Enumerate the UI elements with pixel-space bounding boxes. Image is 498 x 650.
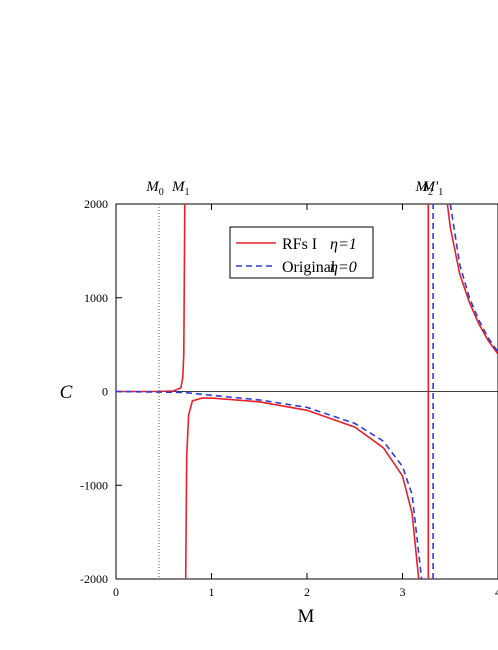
- x-tick-label: 0: [113, 585, 119, 599]
- annotation-label: M: [171, 179, 186, 195]
- legend-param: η=1: [330, 236, 357, 253]
- x-tick-label: 3: [400, 585, 406, 599]
- legend: [229, 226, 374, 279]
- legend-label: Original: [282, 259, 336, 276]
- annotation-sub: 0: [159, 187, 164, 198]
- y-tick-label: 0: [102, 385, 108, 399]
- legend-label: RFs I: [282, 236, 317, 253]
- y-axis-label: C: [60, 382, 73, 403]
- x-tick-label: 4: [495, 585, 498, 599]
- legend-param: η=0: [330, 259, 357, 276]
- annotation: M0: [145, 179, 164, 198]
- annotation-sub: 1: [185, 187, 190, 198]
- annotation: M′1: [421, 179, 443, 198]
- x-axis-label: M: [298, 606, 315, 627]
- annotation-label: M′: [421, 179, 438, 195]
- annotation: M2: [415, 179, 434, 198]
- y-tick-label: 2000: [84, 197, 108, 211]
- series-line: [116, 204, 498, 579]
- y-tick-label: -2000: [80, 572, 108, 586]
- annotation-sub: 1: [438, 187, 443, 198]
- annotation-sub: 2: [428, 187, 433, 198]
- x-tick-label: 2: [304, 585, 310, 599]
- annotation-label: M: [145, 179, 160, 195]
- annotation: M1: [171, 179, 190, 198]
- x-tick-label: 1: [209, 585, 215, 599]
- y-tick-label: 1000: [84, 291, 108, 305]
- annotation-label: M: [415, 179, 430, 195]
- series-line: [116, 204, 498, 579]
- y-tick-label: -1000: [80, 478, 108, 492]
- plot-lines: [116, 204, 498, 579]
